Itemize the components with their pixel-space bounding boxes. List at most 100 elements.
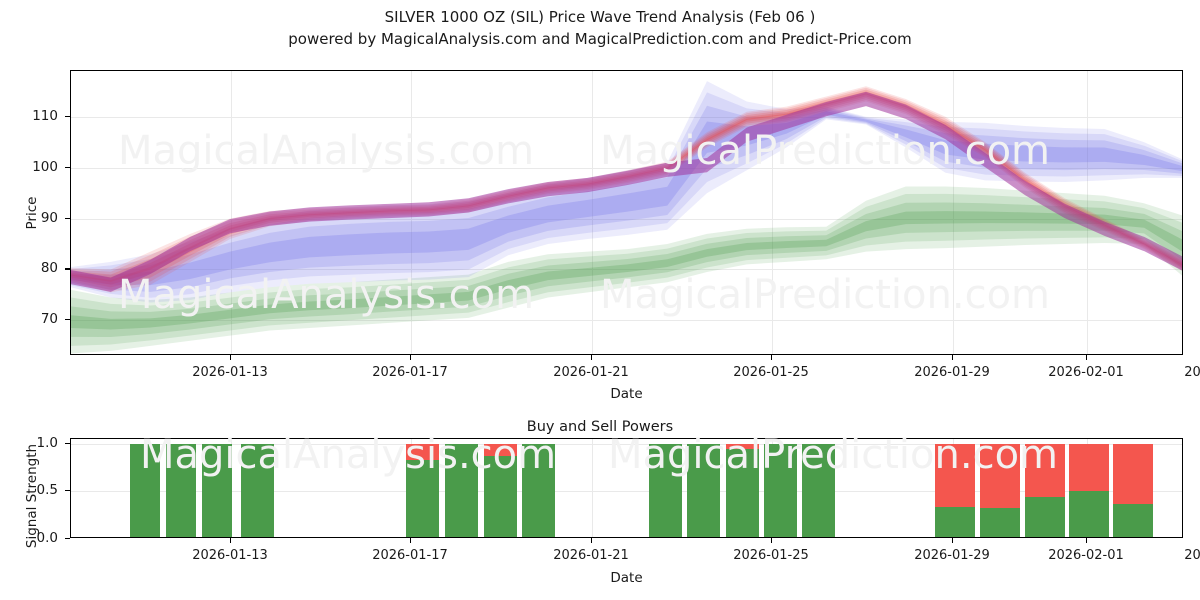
price-x-tick-label: 2026-02-05 [1184, 365, 1200, 380]
gridline [772, 71, 773, 354]
powers-y-tick-label: 1.0 [36, 434, 58, 451]
tick-mark [65, 490, 70, 492]
gridline [71, 218, 1182, 220]
buy-power-bar[interactable] [202, 443, 232, 537]
gridline [71, 320, 1182, 322]
green-wave-band-1 [71, 193, 1182, 346]
buy-power-bar[interactable] [166, 443, 196, 537]
green-wave-band-0 [71, 186, 1182, 354]
sell-power-bar[interactable] [1069, 443, 1109, 492]
tick-mark [65, 217, 70, 219]
buy-power-bar[interactable] [764, 443, 797, 537]
tick-mark [65, 166, 70, 168]
tick-mark [410, 355, 412, 360]
gridline [71, 167, 1182, 169]
tick-mark [771, 538, 773, 543]
sell-power-bar[interactable] [726, 443, 759, 450]
buy-power-bar[interactable] [130, 443, 160, 537]
tick-mark [591, 538, 593, 543]
buy-power-bar[interactable] [445, 443, 478, 537]
price-x-tick-label: 2026-01-29 [914, 365, 990, 380]
gridline [71, 491, 1182, 493]
gridline [953, 71, 954, 354]
powers-x-tick-label: 2026-01-13 [192, 548, 268, 563]
tick-mark [410, 538, 412, 543]
powers-x-tick-label: 2026-01-29 [914, 548, 990, 563]
powers-x-tick-label: 2026-02-05 [1184, 548, 1200, 563]
price-x-tick-label: 2026-02-01 [1048, 365, 1124, 380]
buy-power-bar[interactable] [687, 443, 720, 537]
price-x-tick-label: 2026-01-21 [553, 365, 629, 380]
tick-mark [65, 115, 70, 117]
price-x-tick-label: 2026-01-25 [733, 365, 809, 380]
price-y-axis-title: Price [24, 196, 40, 230]
gridline [592, 71, 593, 354]
price-x-axis-title: Date [610, 386, 643, 402]
powers-x-tick-label: 2026-02-01 [1048, 548, 1124, 563]
powers-y-tick-label: 0.0 [36, 530, 58, 546]
tick-mark [65, 268, 70, 270]
blue-wave-band-2 [71, 105, 1182, 292]
powers-x-tick-label: 2026-01-25 [733, 548, 809, 563]
buy-power-bar[interactable] [241, 443, 274, 537]
powers-x-tick-label: 2026-01-17 [372, 548, 448, 563]
powers-chart-plot-area [70, 438, 1183, 538]
powers-chart-title: Buy and Sell Powers [526, 419, 674, 435]
blue-wave-band-0 [71, 81, 1182, 303]
sell-power-bar[interactable] [935, 443, 975, 507]
tick-mark [65, 319, 70, 321]
gridline [71, 269, 1182, 271]
buy-power-bar[interactable] [935, 506, 975, 537]
price-x-tick-label: 2026-01-17 [372, 365, 448, 380]
price-y-tick-label: 80 [40, 260, 58, 277]
gridline [1087, 71, 1088, 354]
tick-mark [65, 442, 70, 444]
price-x-tick-label: 2026-01-13 [192, 365, 268, 380]
buy-power-bar[interactable] [522, 443, 555, 537]
sell-power-bar[interactable] [406, 443, 439, 460]
price-y-tick-label: 100 [32, 158, 58, 175]
buy-power-bar[interactable] [1069, 491, 1109, 537]
buy-power-bar[interactable] [1113, 503, 1153, 537]
powers-x-axis-title: Date [610, 570, 643, 586]
buy-power-bar[interactable] [406, 459, 439, 537]
page-title-line1: SILVER 1000 OZ (SIL) Price Wave Trend An… [384, 8, 816, 26]
sell-power-bar[interactable] [980, 443, 1020, 508]
powers-y-tick-label: 0.5 [36, 482, 58, 499]
tick-mark [952, 538, 954, 543]
buy-power-bar[interactable] [649, 443, 682, 537]
powers-y-axis-title: Signal Strength [24, 443, 40, 549]
green-wave-band-3 [71, 211, 1182, 330]
buy-power-bar[interactable] [802, 443, 835, 537]
green-wave-band-2 [71, 202, 1182, 338]
tick-mark [1086, 538, 1088, 543]
buy-power-bar[interactable] [1025, 497, 1065, 537]
sell-power-bar[interactable] [1025, 443, 1065, 498]
tick-mark [952, 355, 954, 360]
gridline [71, 443, 1182, 445]
price-chart-plot-area [70, 70, 1183, 355]
tick-mark [591, 355, 593, 360]
tick-mark [1086, 355, 1088, 360]
sell-power-bar[interactable] [484, 443, 517, 457]
price-y-tick-label: 70 [40, 311, 58, 328]
sell-power-bar[interactable] [1113, 443, 1153, 504]
buy-power-bar[interactable] [726, 449, 759, 537]
tick-mark [230, 355, 232, 360]
gridline [592, 439, 593, 537]
tick-mark [230, 538, 232, 543]
buy-power-bar[interactable] [980, 507, 1020, 537]
price-wave-bands [71, 81, 1182, 354]
blue-wave-band-1 [71, 92, 1182, 298]
tick-mark [65, 538, 70, 540]
gridline [231, 71, 232, 354]
price-y-tick-label: 90 [40, 209, 58, 226]
buy-power-bar[interactable] [484, 456, 517, 537]
powers-x-tick-label: 2026-01-21 [553, 548, 629, 563]
gridline [71, 116, 1182, 118]
tick-mark [771, 355, 773, 360]
price-y-tick-label: 110 [32, 107, 58, 124]
page-title-line2: powered by MagicalAnalysis.com and Magic… [288, 30, 912, 48]
blue-wave-band-3 [71, 111, 1182, 286]
